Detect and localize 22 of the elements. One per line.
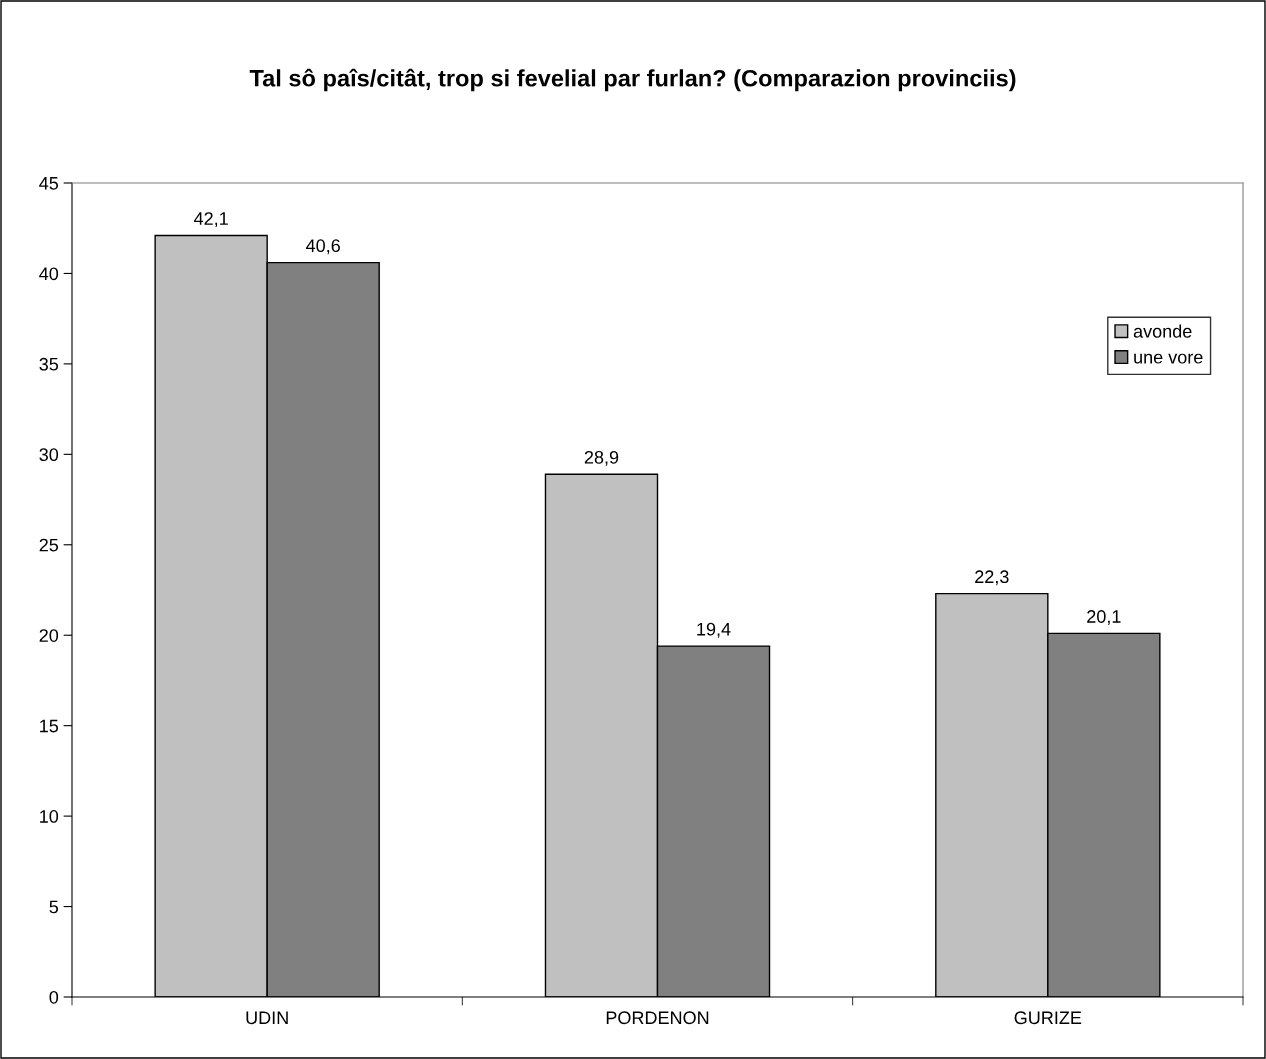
legend-label: avonde — [1133, 324, 1192, 338]
y-tick-label: 5 — [49, 900, 59, 914]
y-tick-label: 20 — [39, 629, 59, 642]
y-tick-label: 35 — [39, 357, 59, 371]
data-label: 20,1 — [1087, 610, 1121, 626]
y-tick-label: 30 — [39, 448, 59, 462]
y-tick-label: 25 — [39, 538, 59, 552]
data-label: 42,1 — [194, 212, 228, 228]
data-label: 19,4 — [697, 622, 731, 638]
y-tick-label: 10 — [40, 810, 59, 823]
data-label: 22,3 — [975, 570, 1009, 586]
x-tick-label: GURIZE — [1014, 1011, 1082, 1025]
y-tick-label: 15 — [40, 719, 59, 733]
y-tick-label: 40 — [39, 267, 59, 281]
x-tick-label: PORDENON — [606, 1011, 709, 1025]
chart-title: Tal sô paîs/citât, trop si fevelial par furlan? (Comparazion provinciis) — [249, 68, 1016, 92]
data-label: 28,9 — [584, 450, 619, 466]
x-tick-label: UDIN — [246, 1011, 288, 1025]
y-tick-label: 45 — [39, 177, 59, 190]
legend-label: une vore — [1134, 353, 1203, 364]
y-tick-label: 0 — [49, 990, 59, 1004]
data-label: 40,6 — [306, 239, 340, 255]
